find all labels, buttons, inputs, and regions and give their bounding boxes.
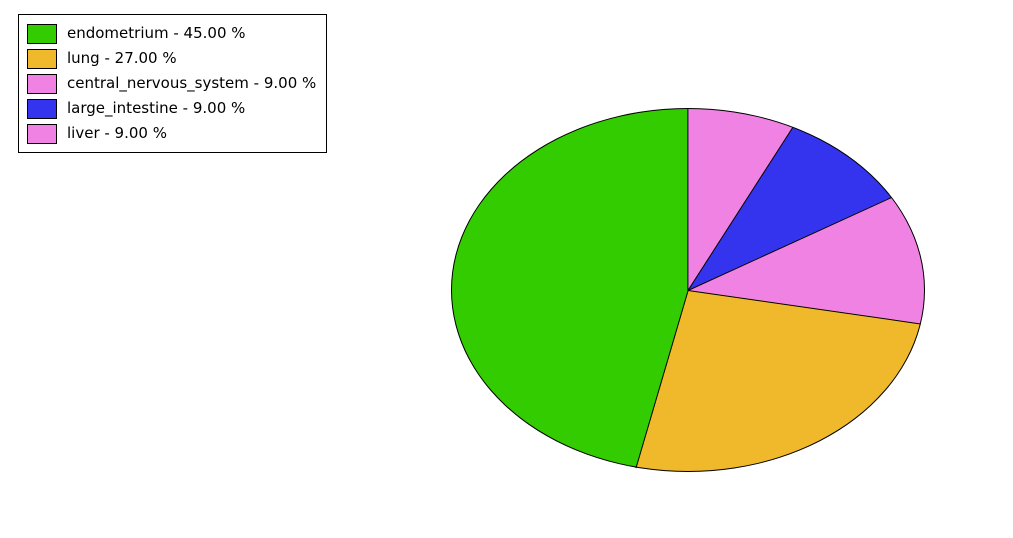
legend: endometrium - 45.00 % lung - 27.00 % centr…	[18, 14, 327, 153]
legend-swatch-liver	[27, 124, 57, 144]
legend-swatch-large_intestine	[27, 99, 57, 119]
legend-item-endometrium: endometrium - 45.00 %	[27, 21, 316, 46]
legend-item-large_intestine: large_intestine - 9.00 %	[27, 96, 316, 121]
legend-label-central_nervous_system: central_nervous_system - 9.00 %	[67, 76, 316, 91]
legend-label-large_intestine: large_intestine - 9.00 %	[67, 101, 245, 116]
legend-item-central_nervous_system: central_nervous_system - 9.00 %	[27, 71, 316, 96]
legend-item-lung: lung - 27.00 %	[27, 46, 316, 71]
legend-label-lung: lung - 27.00 %	[67, 51, 177, 66]
legend-swatch-lung	[27, 49, 57, 69]
legend-swatch-central_nervous_system	[27, 74, 57, 94]
legend-item-liver: liver - 9.00 %	[27, 121, 316, 146]
legend-label-liver: liver - 9.00 %	[67, 126, 167, 141]
pie-chart	[451, 108, 925, 472]
slice-edge	[687, 109, 688, 291]
chart-canvas: endometrium - 45.00 % lung - 27.00 % centr…	[0, 0, 1013, 538]
legend-swatch-endometrium	[27, 24, 57, 44]
legend-label-endometrium: endometrium - 45.00 %	[67, 26, 246, 41]
